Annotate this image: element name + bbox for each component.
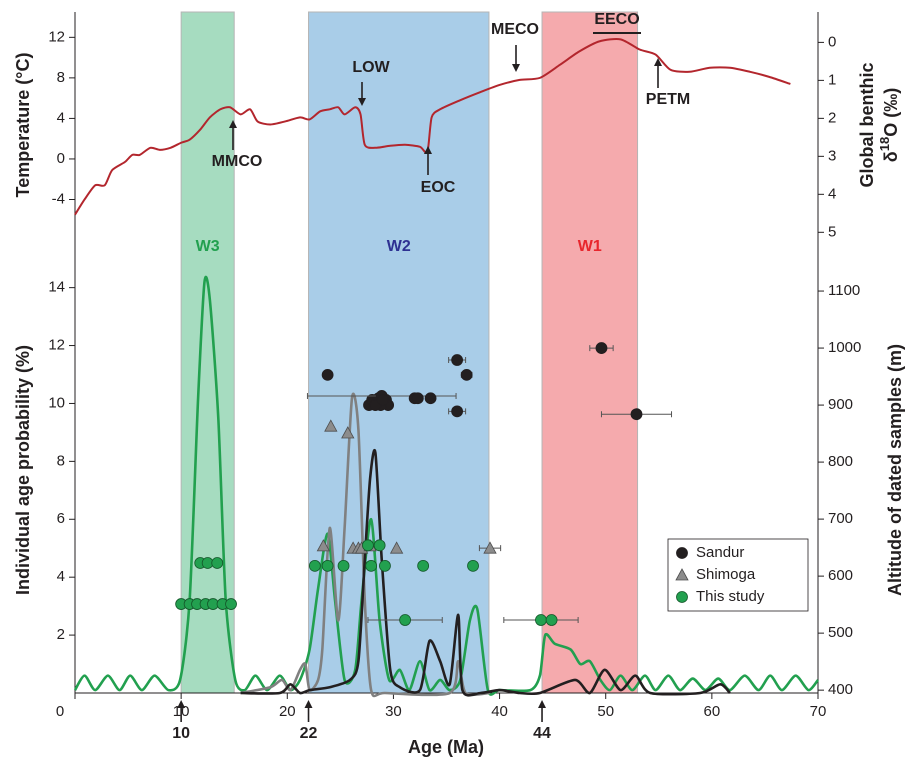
y-tick-label: 4 [57, 109, 65, 126]
y2-title-part: δ [881, 151, 901, 162]
legend [667, 538, 809, 612]
y2-tick-label: 400 [828, 681, 853, 698]
legend-marker [676, 591, 688, 603]
y-tick-label: 2 [57, 626, 65, 643]
point [535, 614, 547, 626]
y-tick-label: 14 [48, 279, 65, 296]
y2-tick-label: 800 [828, 453, 853, 470]
y2-tick-label: 600 [828, 567, 853, 584]
y2-tick-label: 0 [828, 33, 836, 50]
y-axis-title: Individual age probability (%) [13, 345, 33, 595]
x-tick-label: 40 [491, 703, 508, 720]
y2-title-part: 18 [877, 137, 892, 151]
annotation: EECO [594, 11, 639, 28]
point [467, 559, 479, 572]
point [365, 559, 378, 572]
annotation: MMCO [212, 153, 263, 170]
annotation: PETM [646, 91, 690, 108]
point [545, 614, 558, 626]
point [316, 539, 331, 552]
band-label: W1 [578, 238, 602, 255]
y-tick-label: 8 [57, 69, 65, 86]
point [373, 539, 386, 552]
line [240, 392, 491, 698]
band [308, 11, 490, 694]
y-tick-label: 6 [57, 510, 65, 527]
point [308, 559, 321, 572]
legend-label: Sandur [696, 544, 744, 561]
y2-tick-label: 500 [828, 624, 853, 641]
y2-tick-label: 1 [828, 71, 836, 88]
point [460, 368, 473, 381]
point [411, 392, 424, 405]
y2-axis-title: δ18O (‰) [877, 88, 900, 162]
age-marker-label: 22 [300, 725, 318, 742]
point [424, 392, 437, 405]
y-tick-label: 8 [57, 452, 65, 469]
age-marker-label: 10 [172, 725, 190, 742]
x-axis-title: Age (Ma) [408, 737, 484, 757]
y-tick-label: 10 [48, 394, 65, 411]
y2-tick-label: 1000 [828, 339, 861, 356]
point [379, 559, 391, 572]
y2-tick-label: 1100 [828, 282, 860, 299]
y-tick-label: 12 [48, 28, 65, 45]
point [451, 405, 464, 418]
x-tick-label: 60 [704, 703, 721, 720]
line [73, 275, 820, 696]
point [211, 557, 224, 569]
band-label: W3 [196, 238, 220, 255]
point [324, 419, 338, 432]
point [376, 394, 389, 406]
y-tick-label: -4 [52, 190, 65, 207]
band-label: W2 [387, 238, 411, 255]
point [225, 598, 237, 610]
point [595, 342, 608, 354]
age-marker-label: 44 [533, 725, 551, 742]
x-tick-label: 70 [810, 703, 827, 720]
line [74, 38, 791, 216]
x-tick-label: 30 [385, 703, 402, 720]
legend-marker [675, 568, 689, 581]
y-tick-label: 0 [57, 150, 65, 167]
band [541, 11, 639, 694]
point [399, 614, 412, 626]
point [630, 408, 643, 421]
y2-title-line: Global benthic [857, 62, 877, 187]
y2-axis-title: Altitude of dated samples (m) [885, 344, 905, 596]
y2-axis-title: Global benthic [857, 62, 877, 187]
y2-tick-label: 2 [828, 109, 836, 126]
x-tick-label: 50 [597, 703, 614, 720]
line [240, 449, 731, 697]
y2-tick-label: 3 [828, 147, 836, 164]
point [362, 539, 374, 552]
y2-tick-label: 4 [828, 185, 836, 202]
point [337, 559, 350, 572]
annotation: EOC [421, 179, 456, 196]
point [341, 426, 355, 439]
point [417, 559, 430, 572]
legend-label: This study [696, 588, 765, 605]
point [389, 541, 404, 554]
legend-label: Shimoga [696, 566, 756, 583]
point [321, 559, 334, 572]
point [321, 368, 334, 381]
point [483, 541, 497, 554]
point [451, 354, 464, 366]
x-tick-label: 20 [279, 703, 296, 720]
y2-tick-label: 700 [828, 510, 853, 527]
legend-marker [676, 547, 688, 559]
y-axis-title: Temperature (°C) [13, 53, 33, 198]
y2-tick-label: 900 [828, 396, 853, 413]
annotation: LOW [352, 59, 390, 76]
bands [180, 11, 639, 694]
y-tick-label: 4 [57, 568, 65, 585]
y-tick-label: 12 [48, 337, 65, 354]
y2-title-part: O (‰) [881, 88, 901, 137]
x-tick-label: 0 [56, 703, 64, 720]
annotation: MECO [491, 21, 539, 38]
y2-tick-label: 5 [828, 223, 836, 240]
